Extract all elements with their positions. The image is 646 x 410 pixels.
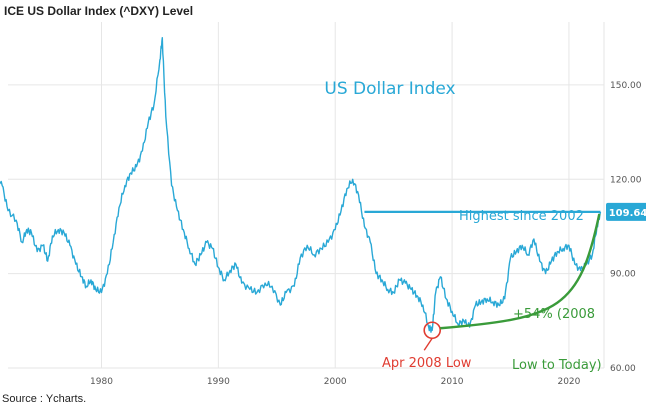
reference-value-label: 109.64 bbox=[609, 208, 646, 219]
x-tick-2010: 2010 bbox=[441, 377, 464, 387]
x-tick-labels: 1980 1990 2000 2010 2020 bbox=[90, 377, 581, 387]
series-line-dxy bbox=[0, 37, 602, 333]
y-tick-120: 120.00 bbox=[610, 175, 642, 185]
y-tick-90: 90.00 bbox=[610, 270, 636, 280]
annotation-gain-line-2: Low to Today) bbox=[512, 358, 602, 373]
x-tick-2020: 2020 bbox=[557, 377, 580, 387]
x-tick-1990: 1990 bbox=[207, 377, 230, 387]
y-tick-labels: 60.00 90.00 120.00 150.00 bbox=[610, 81, 642, 374]
y-tick-150: 150.00 bbox=[610, 81, 642, 91]
reference-value-badge bbox=[606, 202, 646, 221]
annotation-low-pointer bbox=[423, 337, 433, 351]
x-tick-1980: 1980 bbox=[90, 377, 113, 387]
annotation-highest-since-2002: Highest since 2002 bbox=[459, 209, 584, 224]
annotation-gain-line-1: +54% (2008 bbox=[513, 307, 595, 322]
chart-inner-title: US Dollar Index bbox=[324, 79, 455, 99]
annotation-gain-curve bbox=[440, 213, 601, 330]
chart-title: ICE US Dollar Index (^DXY) Level bbox=[4, 4, 194, 18]
x-tick-2000: 2000 bbox=[324, 377, 347, 387]
gridlines bbox=[8, 22, 605, 369]
source-note: Source : Ycharts. bbox=[2, 393, 87, 405]
y-tick-60: 60.00 bbox=[610, 364, 636, 374]
annotation-apr-2008-low: Apr 2008 Low bbox=[382, 356, 472, 371]
